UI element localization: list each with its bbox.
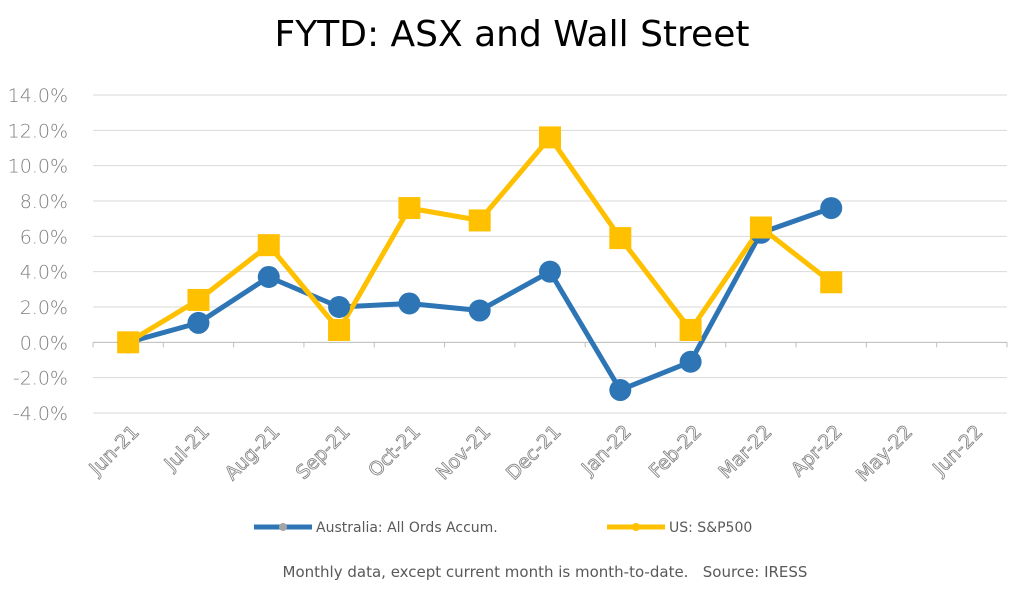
legend-entry: US: S&P500 xyxy=(607,520,752,536)
legend-entry: Australia: All Ords Accum. xyxy=(254,520,498,536)
x-tick-label: Aug-21 xyxy=(221,421,285,485)
data-point-series-2 xyxy=(117,331,140,354)
data-point-series-2 xyxy=(187,288,210,311)
y-tick-label: 0.0% xyxy=(20,332,68,354)
data-point-series-1 xyxy=(679,350,702,373)
data-point-series-1 xyxy=(187,311,210,334)
data-point-series-1 xyxy=(257,265,280,288)
data-point-series-2 xyxy=(257,234,280,257)
data-point-series-2 xyxy=(679,318,702,341)
data-point-series-1 xyxy=(820,197,843,220)
y-tick-label: -4.0% xyxy=(13,403,68,425)
x-tick-label: Dec-21 xyxy=(502,421,566,485)
data-point-series-1 xyxy=(398,292,421,315)
data-point-series-2 xyxy=(749,216,772,239)
legend-label: US: S&P500 xyxy=(669,520,752,536)
x-tick-label: Mar-22 xyxy=(714,421,776,483)
x-tick-label: Jun-22 xyxy=(928,421,987,480)
data-point-series-2 xyxy=(468,209,491,232)
legend-swatch-marker xyxy=(632,523,640,531)
y-tick-label: 8.0% xyxy=(20,191,68,213)
chart-footnote: Monthly data, except current month is mo… xyxy=(282,563,808,581)
chart-title: FYTD: ASX and Wall Street xyxy=(274,14,750,55)
x-tick-label: Jun-21 xyxy=(84,421,143,480)
x-tick-label: Nov-21 xyxy=(432,421,495,484)
data-point-series-2 xyxy=(398,197,421,220)
x-tick-label: Apr-22 xyxy=(787,421,847,481)
legend-label: Australia: All Ords Accum. xyxy=(316,520,498,536)
legend-swatch-marker xyxy=(279,523,287,531)
series-line-1 xyxy=(127,205,833,393)
x-tick-label: Oct-21 xyxy=(364,421,425,482)
y-tick-label: 12.0% xyxy=(8,120,68,142)
data-point-series-1 xyxy=(539,260,561,283)
y-tick-label: -2.0% xyxy=(13,368,68,390)
data-point-series-2 xyxy=(820,271,843,294)
y-tick-label: 14.0% xyxy=(8,85,68,107)
y-tick-label: 10.0% xyxy=(8,156,68,178)
x-tick-label: Feb-22 xyxy=(645,421,706,482)
data-point-series-1 xyxy=(609,379,632,402)
data-point-series-1 xyxy=(468,299,491,322)
data-point-series-2 xyxy=(328,318,351,341)
y-tick-label: 2.0% xyxy=(20,297,68,319)
x-tick-label: Jan-22 xyxy=(577,421,636,480)
x-tick-label: Jul-21 xyxy=(160,421,214,475)
x-tick-label: Sep-21 xyxy=(292,421,355,484)
data-point-series-1 xyxy=(328,296,351,318)
data-point-series-2 xyxy=(609,227,632,250)
y-tick-label: 4.0% xyxy=(20,262,68,284)
y-tick-label: 6.0% xyxy=(20,226,68,248)
data-point-series-2 xyxy=(539,126,561,149)
x-tick-label: May-22 xyxy=(852,421,917,486)
